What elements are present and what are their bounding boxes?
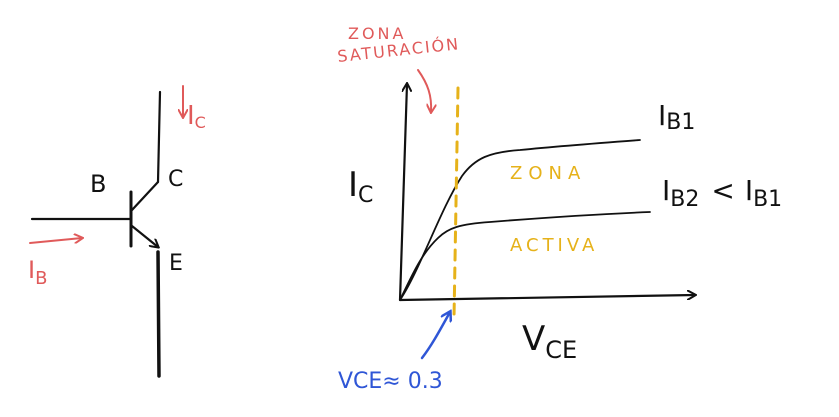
emitter-lead: [156, 250, 161, 378]
curve-ib2: [399, 211, 651, 301]
base-label: B: [90, 170, 106, 198]
ic-current-label: IC: [187, 101, 206, 132]
collector-label: C: [168, 167, 183, 192]
vce-pointer-arrow: [420, 312, 450, 360]
vce-annotation: VCE≈ 0.3: [338, 369, 443, 394]
saturation-pointer-arrow: [417, 69, 431, 112]
x-axis: [398, 295, 695, 302]
collector-lead: [156, 90, 162, 184]
ib-current-arrow: [29, 238, 82, 244]
x-axis-label: VCE: [522, 319, 577, 364]
curve-ib1: [399, 139, 641, 301]
transistor-symbol: [30, 90, 162, 378]
saturation-zone-label-1: ZONA: [348, 24, 406, 43]
y-axis: [398, 84, 407, 302]
saturation-boundary: [452, 86, 460, 320]
active-zone-label-1: ZONA: [510, 163, 586, 184]
emitter-diagonal: [130, 224, 158, 247]
ib-current-label: IB: [28, 256, 47, 289]
collector-diagonal: [130, 180, 160, 212]
curve-ib2-label: IB2 < IB1: [662, 174, 782, 212]
emitter-label: E: [169, 251, 183, 276]
curve-ib1-label: IB1: [658, 99, 695, 135]
active-zone-label-2: ACTIVA: [510, 235, 598, 256]
output-characteristic-graph: [398, 84, 695, 320]
y-axis-label: IC: [348, 165, 373, 208]
